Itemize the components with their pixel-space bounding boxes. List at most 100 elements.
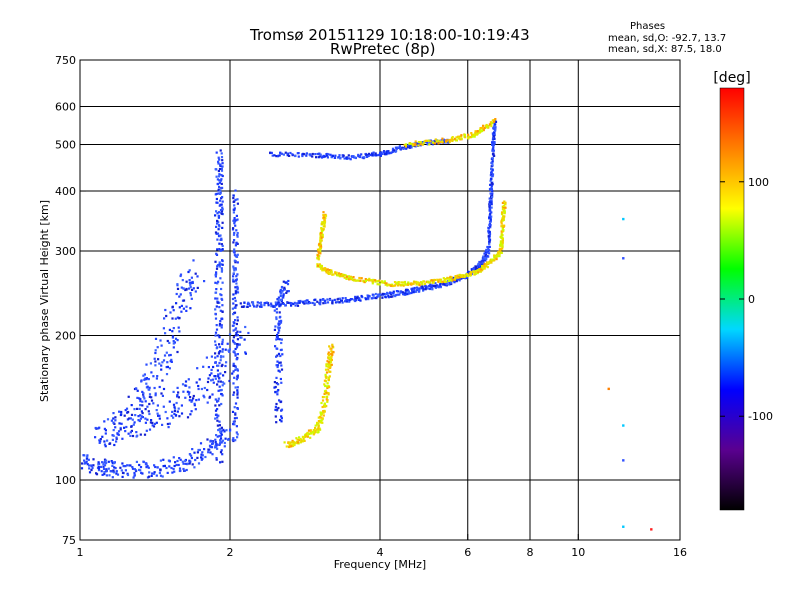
data-point <box>208 396 211 399</box>
data-point <box>217 334 220 337</box>
data-point <box>314 426 317 430</box>
data-point <box>231 410 235 413</box>
data-point <box>178 306 181 309</box>
data-point <box>235 332 238 335</box>
data-point <box>309 154 312 157</box>
data-point <box>218 322 222 325</box>
data-point <box>317 425 320 428</box>
data-point <box>274 385 277 389</box>
data-point <box>181 383 185 386</box>
data-point <box>251 301 255 304</box>
data-point <box>146 465 149 468</box>
data-point <box>396 293 399 296</box>
data-point <box>366 155 369 158</box>
data-point <box>163 464 166 467</box>
data-point <box>219 441 222 445</box>
data-point <box>306 431 309 434</box>
data-point <box>236 343 239 346</box>
data-point <box>212 381 215 384</box>
data-point <box>476 269 479 272</box>
data-point <box>156 346 159 349</box>
data-point <box>232 329 235 332</box>
data-point <box>500 212 504 215</box>
data-point <box>126 464 129 467</box>
data-point <box>220 237 223 240</box>
data-point <box>103 473 106 476</box>
data-point <box>139 433 142 436</box>
data-point <box>106 418 110 421</box>
data-point <box>223 382 226 385</box>
data-point <box>338 297 341 300</box>
data-point <box>190 400 193 403</box>
data-point <box>280 298 283 301</box>
data-point <box>170 358 173 361</box>
data-point <box>111 464 114 467</box>
data-point <box>499 240 502 243</box>
data-point <box>274 408 277 411</box>
data-point <box>175 292 178 296</box>
data-point <box>276 298 279 301</box>
data-point <box>439 284 442 287</box>
data-point <box>346 299 349 302</box>
data-point <box>219 356 223 359</box>
data-point <box>428 287 431 290</box>
data-point <box>196 286 199 289</box>
data-point <box>215 151 218 154</box>
data-point <box>175 463 178 467</box>
data-point <box>221 304 224 307</box>
data-point <box>301 154 304 158</box>
data-point <box>622 257 625 260</box>
data-point <box>191 448 194 451</box>
data-point <box>216 212 219 215</box>
data-point <box>373 279 377 282</box>
data-point <box>276 393 279 396</box>
data-point <box>491 141 494 144</box>
data-point <box>217 175 221 178</box>
data-point <box>279 361 282 364</box>
data-point <box>319 267 322 270</box>
data-point <box>164 308 167 312</box>
data-point <box>491 149 494 152</box>
data-point <box>177 326 180 329</box>
data-point <box>219 320 222 323</box>
data-point <box>428 143 431 146</box>
data-point <box>494 123 497 126</box>
data-point <box>162 458 165 461</box>
data-point <box>165 351 168 354</box>
data-point <box>184 459 187 462</box>
data-point <box>418 143 421 146</box>
data-point <box>203 396 206 399</box>
data-point <box>327 392 330 395</box>
data-point <box>287 279 290 283</box>
data-point <box>311 152 314 156</box>
data-point <box>228 348 231 351</box>
data-point <box>397 281 400 284</box>
data-point <box>448 277 451 281</box>
data-point <box>288 442 292 445</box>
data-point <box>171 335 175 338</box>
data-point <box>176 395 179 398</box>
data-point <box>294 304 297 307</box>
data-point <box>178 469 181 473</box>
data-point <box>221 165 224 168</box>
data-point <box>220 203 223 206</box>
data-point <box>405 143 408 146</box>
data-point <box>189 292 192 295</box>
data-point <box>399 147 402 150</box>
data-point <box>128 417 131 420</box>
data-point <box>233 423 236 426</box>
data-point <box>139 404 142 407</box>
data-point <box>379 151 382 154</box>
data-point <box>301 435 304 438</box>
data-point <box>489 217 492 220</box>
data-point <box>97 461 100 464</box>
data-point <box>328 370 331 373</box>
data-point <box>385 153 388 156</box>
data-point <box>383 281 387 284</box>
data-point <box>141 412 144 415</box>
data-point <box>239 302 242 305</box>
data-point <box>492 143 495 146</box>
data-point <box>170 466 173 470</box>
data-point <box>276 365 279 369</box>
